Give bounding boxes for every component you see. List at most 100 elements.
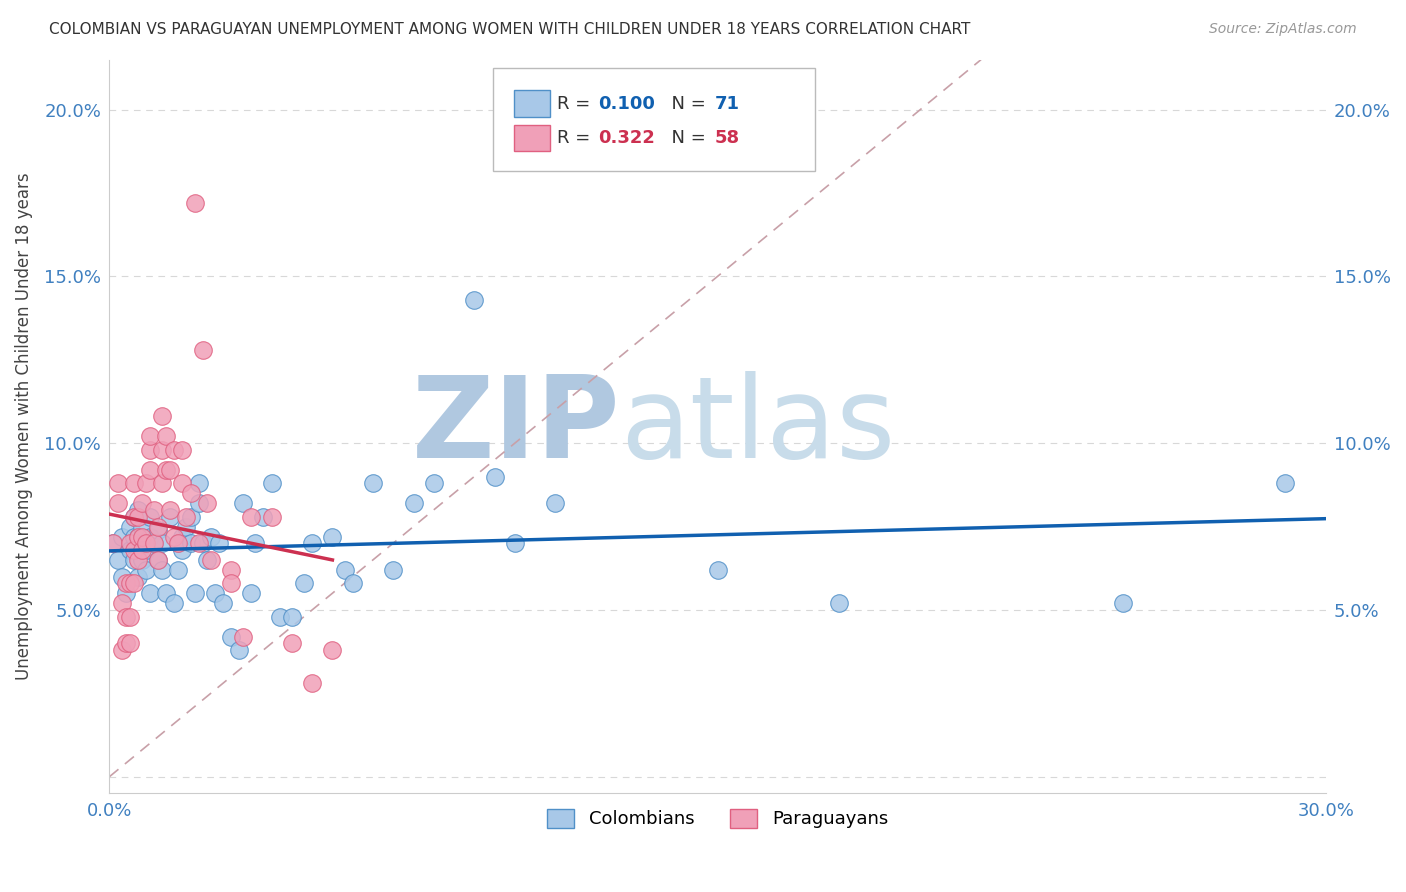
- Point: [139, 442, 162, 457]
- Point: [159, 503, 181, 517]
- Point: [159, 463, 181, 477]
- Text: R =: R =: [557, 129, 596, 147]
- Point: [187, 496, 209, 510]
- Point: [208, 536, 231, 550]
- Point: [122, 509, 145, 524]
- Point: [321, 643, 343, 657]
- Point: [139, 463, 162, 477]
- Text: N =: N =: [661, 95, 711, 112]
- Text: 0.322: 0.322: [599, 129, 655, 147]
- Text: 58: 58: [716, 129, 740, 147]
- Point: [139, 586, 162, 600]
- Point: [232, 496, 254, 510]
- Point: [172, 476, 194, 491]
- Point: [163, 529, 186, 543]
- Point: [232, 630, 254, 644]
- Point: [150, 476, 173, 491]
- Point: [321, 529, 343, 543]
- Point: [122, 576, 145, 591]
- Point: [240, 509, 263, 524]
- Point: [135, 476, 157, 491]
- Point: [183, 586, 205, 600]
- Point: [127, 529, 149, 543]
- Point: [159, 509, 181, 524]
- Point: [139, 429, 162, 443]
- Point: [146, 523, 169, 537]
- Point: [260, 476, 283, 491]
- Point: [252, 509, 274, 524]
- Point: [212, 596, 235, 610]
- Point: [131, 553, 153, 567]
- Point: [544, 496, 567, 510]
- Point: [167, 536, 190, 550]
- Point: [281, 609, 304, 624]
- Point: [195, 553, 218, 567]
- Point: [146, 553, 169, 567]
- Point: [127, 553, 149, 567]
- Point: [131, 529, 153, 543]
- Point: [150, 563, 173, 577]
- Point: [180, 536, 202, 550]
- Point: [172, 529, 194, 543]
- Point: [110, 569, 132, 583]
- Point: [176, 509, 198, 524]
- Point: [139, 509, 162, 524]
- Point: [135, 563, 157, 577]
- Point: [139, 529, 162, 543]
- Point: [167, 536, 190, 550]
- Point: [103, 536, 125, 550]
- Point: [150, 442, 173, 457]
- Point: [183, 196, 205, 211]
- Point: [1274, 476, 1296, 491]
- Point: [333, 563, 356, 577]
- FancyBboxPatch shape: [492, 69, 815, 171]
- Point: [180, 486, 202, 500]
- Point: [155, 429, 177, 443]
- Text: R =: R =: [557, 95, 596, 112]
- Point: [245, 536, 267, 550]
- Point: [131, 536, 153, 550]
- Y-axis label: Unemployment Among Women with Children Under 18 years: Unemployment Among Women with Children U…: [15, 173, 32, 681]
- Text: 71: 71: [716, 95, 740, 112]
- Point: [127, 529, 149, 543]
- Point: [228, 643, 250, 657]
- Text: ZIP: ZIP: [412, 371, 620, 482]
- Point: [143, 536, 166, 550]
- Point: [122, 476, 145, 491]
- Point: [342, 576, 364, 591]
- Point: [163, 596, 186, 610]
- Point: [131, 542, 153, 557]
- Point: [118, 519, 141, 533]
- Point: [191, 536, 214, 550]
- Point: [269, 609, 291, 624]
- Point: [301, 536, 323, 550]
- Point: [828, 596, 851, 610]
- Text: 0.100: 0.100: [599, 95, 655, 112]
- Point: [484, 469, 506, 483]
- Point: [131, 496, 153, 510]
- Point: [146, 519, 169, 533]
- Point: [122, 553, 145, 567]
- Point: [172, 442, 194, 457]
- Point: [114, 586, 136, 600]
- Point: [155, 586, 177, 600]
- Point: [361, 476, 384, 491]
- Point: [1112, 596, 1135, 610]
- Point: [191, 343, 214, 357]
- Point: [135, 536, 157, 550]
- Point: [204, 586, 226, 600]
- Point: [118, 636, 141, 650]
- Point: [423, 476, 446, 491]
- Point: [103, 536, 125, 550]
- Point: [107, 476, 129, 491]
- Point: [122, 542, 145, 557]
- Point: [402, 496, 425, 510]
- Point: [172, 542, 194, 557]
- Point: [260, 509, 283, 524]
- Point: [114, 576, 136, 591]
- Text: atlas: atlas: [620, 371, 896, 482]
- Point: [143, 503, 166, 517]
- Point: [114, 609, 136, 624]
- Legend: Colombians, Paraguayans: Colombians, Paraguayans: [540, 802, 896, 836]
- Point: [180, 509, 202, 524]
